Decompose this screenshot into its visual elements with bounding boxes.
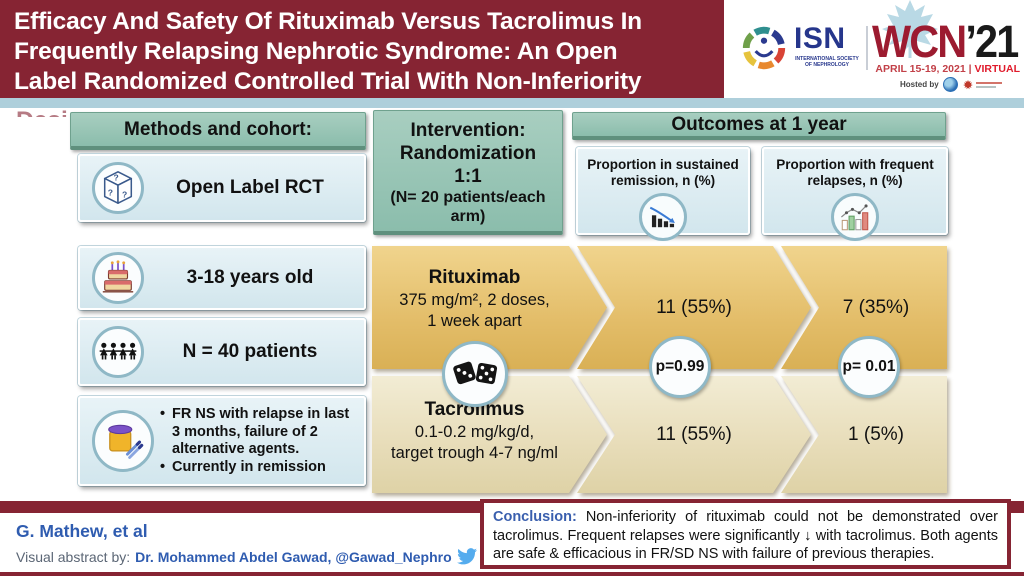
conference-logo-area: ISN INTERNATIONAL SOCIETY OF NEPHROLOGY … [724, 0, 1024, 98]
host-society-logo-icon [942, 77, 958, 92]
credit-line: Visual abstract by: Dr. Mohammed Abdel G… [16, 548, 477, 565]
outcome-remission-label: Proportion in sustained remission, n (%) [587, 157, 739, 188]
tacrolimus-remission-segment: 11 (55%) [577, 376, 811, 493]
relapse-value: 1 (5%) [848, 423, 904, 445]
credit-prefix: Visual abstract by: [16, 548, 131, 565]
svg-text:?: ? [108, 188, 113, 198]
conclusion-box: Conclusion: Non-inferiority of rituximab… [480, 499, 1011, 569]
rct-cube-icon: ? ? ? [92, 162, 144, 214]
tacrolimus-arm-arrow: Tacrolimus 0.1-0.2 mg/kg/d, target troug… [372, 376, 607, 493]
virtual-badge: VIRTUAL [974, 63, 1021, 75]
wcn-year: ’21 [965, 16, 1019, 67]
method-item-label: Open Label RCT [176, 177, 324, 198]
rising-chart-icon [831, 193, 879, 241]
method-item-label: 3-18 years old [186, 267, 314, 288]
svg-text:?: ? [122, 190, 127, 200]
pvalue-relapse: p= 0.01 [838, 336, 900, 398]
twitter-icon [456, 548, 477, 565]
arm-dose: 0.1-0.2 mg/kg/d, [414, 423, 535, 441]
page-title: Frequently Relapsing Nephrotic Syndrome:… [14, 38, 618, 65]
children-group-icon [92, 326, 144, 378]
svg-text:?: ? [113, 172, 118, 182]
intervention-note: (N= 20 patients/each arm) [390, 189, 546, 225]
criteria-list: FR NS with relapse in last 3 months, fai… [154, 406, 356, 476]
page-title: Efficacy And Safety Of Rituximab Versus … [14, 8, 642, 35]
canadian-society-logo-icon [962, 79, 1002, 91]
conclusion-text: Non-inferiority of rituximab could not b… [493, 509, 998, 562]
wcn-wordmark: WCN’21 [872, 16, 1019, 68]
arm-dose: 1 week apart [427, 312, 522, 330]
hosted-by-label: Hosted by [900, 80, 939, 89]
remission-value: 11 (55%) [656, 423, 732, 445]
methods-header: Methods and cohort: [70, 112, 366, 150]
relapse-value: 7 (35%) [842, 296, 910, 318]
page-title: Label Randomized Controlled Trial With N… [14, 68, 642, 95]
header-divider-strip [0, 98, 1024, 108]
arm-name: Tacrolimus [424, 399, 525, 420]
title-clipped-word: Design [16, 108, 136, 117]
intervention-title: Randomization [399, 143, 537, 164]
isn-society-name: INTERNATIONAL SOCIETY OF NEPHROLOGY [795, 56, 859, 68]
arm-dose: target trough 4-7 ng/ml [391, 444, 558, 462]
method-item-n: N = 40 patients [78, 318, 366, 386]
isn-wordmark: ISN [794, 22, 846, 55]
intervention-box: Intervention: Randomization 1:1 (N= 20 p… [373, 110, 563, 235]
criteria-bullet: FR NS with relapse in last 3 months, fai… [160, 406, 356, 459]
birthday-cake-icon [92, 252, 144, 304]
credit-author: Dr. Mohammed Abdel Gawad, @Gawad_Nephro [135, 548, 452, 565]
outcomes-header: Outcomes at 1 year [572, 112, 946, 140]
authors-citation: G. Mathew, et al [16, 521, 148, 541]
method-item-criteria: FR NS with relapse in last 3 months, fai… [78, 396, 366, 486]
outcome-relapse-label: Proportion with frequent relapses, n (%) [776, 157, 934, 188]
criteria-bullet: Currently in remission [160, 459, 356, 477]
method-item-age: 3-18 years old [78, 246, 366, 310]
hosted-by-row: Hosted by [900, 77, 1020, 92]
method-item-rct: ? ? ? Open Label RCT [78, 154, 366, 222]
bottom-edge-strip [0, 572, 1024, 576]
logo-divider [866, 26, 868, 70]
pvalue-remission: p=0.99 [649, 336, 711, 398]
title-banner: Efficacy And Safety Of Rituximab Versus … [0, 0, 724, 98]
maple-leaf-icon [882, 0, 938, 58]
arm-dose: 375 mg/m², 2 doses, [399, 291, 550, 309]
outcome-relapse-box: Proportion with frequent relapses, n (%) [762, 147, 948, 241]
outcome-remission-box: Proportion in sustained remission, n (%) [576, 147, 750, 241]
method-item-label: N = 40 patients [182, 341, 318, 362]
arm-name: Rituximab [428, 267, 521, 288]
intervention-ratio: 1:1 [454, 166, 482, 187]
conclusion-label: Conclusion: [493, 509, 577, 525]
conference-date: APRIL 15-19, 2021 | VIRTUAL [875, 63, 1021, 75]
randomization-dice-icon [442, 341, 508, 407]
remission-value: 11 (55%) [656, 296, 732, 318]
intervention-title: Intervention: [410, 120, 526, 141]
isn-logo-icon [742, 26, 786, 70]
declining-chart-icon [639, 193, 687, 241]
urine-sample-icon [92, 410, 154, 472]
wcn-text: WCN [872, 16, 967, 67]
